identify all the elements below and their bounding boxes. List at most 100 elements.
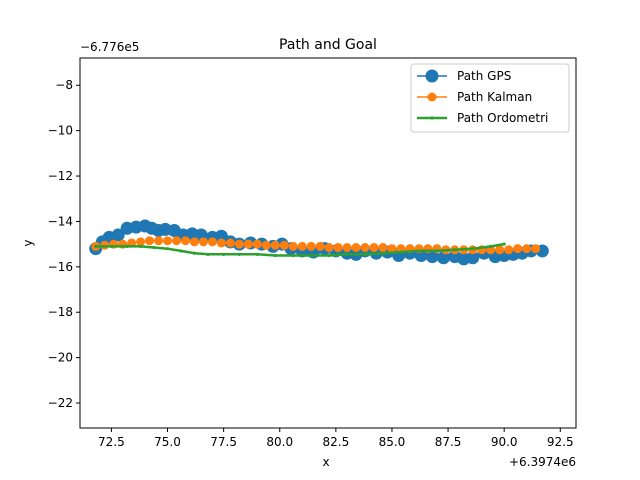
- series-point: [425, 250, 439, 264]
- series-point: [504, 245, 514, 255]
- series-point: [198, 237, 208, 247]
- legend-marker: [430, 116, 434, 120]
- series-point: [179, 249, 183, 253]
- series-3: [94, 242, 506, 258]
- series-point: [306, 241, 316, 251]
- series-point: [136, 237, 146, 247]
- series-point: [309, 253, 313, 258]
- series-point: [273, 253, 277, 258]
- series-point: [522, 244, 532, 254]
- series-point: [417, 249, 421, 253]
- series-point: [207, 237, 217, 247]
- y-axis-offset: −6.776e5: [80, 40, 139, 54]
- series-point: [180, 236, 190, 246]
- series-point: [145, 236, 155, 246]
- y-axis-ticks: −8 −10 −12 −14 −16 −18 −20 −22: [48, 78, 80, 410]
- series-point: [279, 240, 289, 250]
- x-tick-label: 77.5: [210, 435, 237, 449]
- series-point: [288, 241, 298, 251]
- series-point: [333, 243, 343, 253]
- series-point: [125, 244, 129, 249]
- series-point: [234, 239, 244, 249]
- series-point: [345, 252, 349, 256]
- legend-marker: [425, 69, 439, 83]
- series-point: [261, 240, 271, 250]
- x-tick-label: 92.5: [547, 435, 574, 449]
- series-point: [351, 243, 361, 253]
- x-axis-ticks: 72.5 75.0 77.5 80.0 82.5 85.0 87.5 90.0 92.5: [98, 428, 574, 449]
- series-point: [342, 243, 352, 253]
- series-point: [154, 236, 164, 246]
- y-tick-label: −22: [48, 396, 73, 410]
- x-axis-offset: +6.3974e6: [509, 455, 576, 469]
- series-point: [495, 245, 505, 255]
- series-point: [111, 228, 125, 242]
- series-point: [252, 239, 262, 249]
- legend-label: Path GPS: [457, 69, 511, 83]
- series-point: [138, 244, 143, 249]
- series-point: [381, 251, 385, 255]
- series-point: [216, 238, 226, 248]
- series-layer: [89, 219, 549, 266]
- y-axis-label: y: [21, 239, 35, 246]
- series-point: [489, 244, 493, 249]
- legend-marker: [427, 92, 437, 102]
- x-tick-label: 90.0: [491, 435, 518, 449]
- legend: Path GPS Path Kalman Path Ordometri: [410, 63, 570, 133]
- legend-items: Path GPS Path Kalman Path Ordometri: [417, 69, 548, 125]
- series-point: [437, 251, 451, 265]
- series-point: [165, 247, 170, 251]
- x-axis-label: x: [322, 455, 329, 469]
- y-tick-label: −20: [48, 351, 73, 365]
- series-point: [222, 252, 226, 256]
- series-point: [243, 239, 253, 249]
- y-tick-label: −18: [48, 305, 73, 319]
- series-point: [369, 243, 379, 253]
- series-point: [502, 242, 506, 246]
- series-point: [327, 253, 331, 258]
- series-point: [152, 245, 156, 250]
- series-point: [387, 244, 397, 254]
- series-point: [94, 244, 98, 249]
- series-point: [324, 243, 334, 253]
- chart-title: Path and Goal: [279, 37, 377, 53]
- y-tick-label: −12: [48, 169, 73, 183]
- series-point: [466, 251, 480, 265]
- series-point: [297, 241, 307, 251]
- series-point: [192, 251, 197, 255]
- series-point: [399, 250, 403, 254]
- legend-label: Path Ordometri: [457, 111, 548, 125]
- y-tick-label: −8: [55, 78, 73, 92]
- series-point: [163, 236, 173, 246]
- series-point: [363, 252, 367, 256]
- x-tick-label: 80.0: [266, 435, 293, 449]
- series-point: [270, 240, 280, 250]
- series-point: [435, 249, 439, 253]
- series-point: [237, 252, 241, 256]
- series-point: [513, 244, 523, 254]
- x-tick-label: 85.0: [379, 435, 406, 449]
- y-tick-label: −10: [48, 124, 73, 138]
- series-point: [531, 244, 541, 254]
- axes-frame: [79, 57, 577, 429]
- x-tick-label: 82.5: [322, 435, 349, 449]
- series-2: [91, 236, 541, 255]
- series-point: [315, 241, 325, 251]
- series-point: [172, 236, 182, 246]
- series-point: [471, 247, 475, 251]
- series-point: [206, 252, 210, 256]
- legend-frame: [410, 63, 570, 133]
- series-point: [109, 244, 114, 249]
- x-tick-label: 72.5: [98, 435, 125, 449]
- y-tick-label: −14: [48, 214, 73, 228]
- series-point: [453, 248, 457, 252]
- series-point: [360, 243, 370, 253]
- legend-label: Path Kalman: [457, 90, 532, 104]
- series-point: [189, 237, 199, 247]
- series-point: [225, 238, 235, 248]
- series-point: [291, 253, 295, 258]
- series-point: [255, 252, 259, 256]
- x-tick-label: 75.0: [154, 435, 181, 449]
- x-tick-label: 87.5: [435, 435, 462, 449]
